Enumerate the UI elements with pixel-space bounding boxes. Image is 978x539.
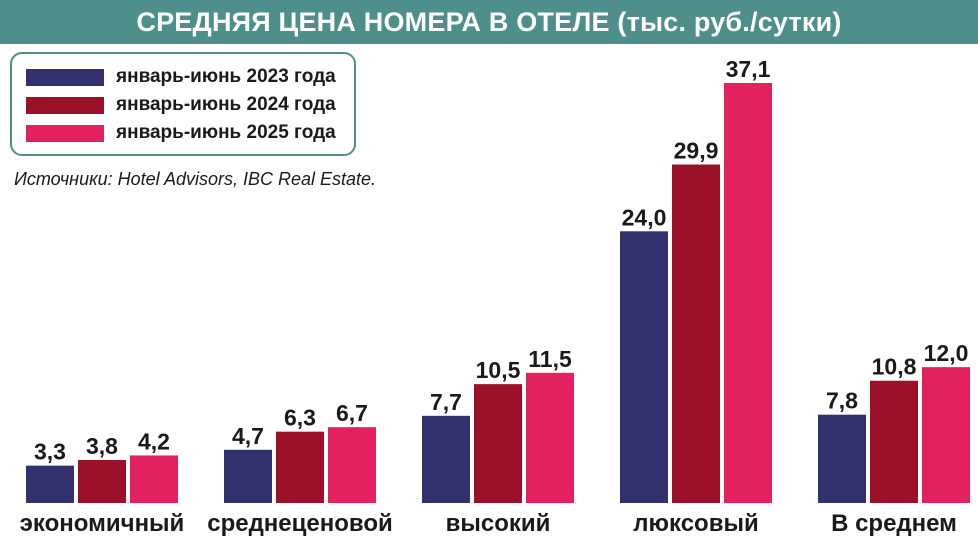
legend-swatch-2024 [26,96,104,114]
value-label-1-0: 4,7 [232,423,264,449]
value-label-2-1: 10,5 [476,357,521,383]
value-label-3-1: 29,9 [674,138,719,164]
bar-0-1 [78,459,126,503]
category-label-3: люксовый [633,510,758,537]
legend-label-2025: январь-июнь 2025 года [116,122,336,143]
value-label-1-1: 6,3 [284,405,316,431]
source-note: Источники: Hotel Advisors, IBC Real Esta… [14,169,377,189]
value-label-3-2: 37,1 [726,56,771,82]
bar-2-0 [422,415,470,503]
category-label-2: высокий [446,510,551,537]
value-label-4-0: 7,8 [826,388,858,414]
bar-2-2 [526,372,574,503]
value-label-4-1: 10,8 [872,354,917,380]
legend-label-2024: январь-июнь 2024 года [116,94,336,115]
bar-3-2 [724,83,772,503]
value-label-2-2: 11,5 [528,346,572,372]
bar-3-1 [672,164,720,503]
legend-item-2025: январь-июнь 2025 года [26,122,336,143]
legend: январь-июнь 2023 года январь-июнь 2024 г… [10,52,356,156]
legend-item-2023: январь-июнь 2023 года [26,66,336,87]
chart-title-bar: СРЕДНЯЯ ЦЕНА НОМЕРА В ОТЕЛЕ (тыс. руб./с… [0,0,978,44]
value-label-0-2: 4,2 [138,428,170,454]
value-label-3-0: 24,0 [622,204,667,230]
legend-item-2024: январь-июнь 2024 года [26,94,336,115]
bar-0-2 [130,455,178,503]
value-label-0-1: 3,8 [86,433,118,459]
bar-4-2 [922,367,970,503]
bar-4-1 [870,380,918,503]
bar-3-0 [620,231,668,503]
value-label-0-0: 3,3 [34,439,66,465]
value-label-4-2: 12,0 [924,340,969,366]
bar-4-0 [818,414,866,503]
category-label-1: среднеценовой [207,510,393,537]
bar-1-0 [224,449,272,503]
category-label-0: экономичный [20,510,185,537]
value-label-1-2: 6,7 [336,400,368,426]
bar-2-1 [474,384,522,503]
legend-swatch-2023 [26,68,104,86]
legend-label-2023: январь-июнь 2023 года [116,66,336,87]
bar-0-0 [26,465,74,503]
legend-swatch-2025 [26,124,104,142]
bar-1-1 [276,431,324,503]
chart-title: СРЕДНЯЯ ЦЕНА НОМЕРА В ОТЕЛЕ (тыс. руб./с… [136,6,842,37]
bar-1-2 [328,427,376,503]
category-label-4: В среднем [831,510,957,537]
value-label-2-0: 7,7 [430,389,462,415]
